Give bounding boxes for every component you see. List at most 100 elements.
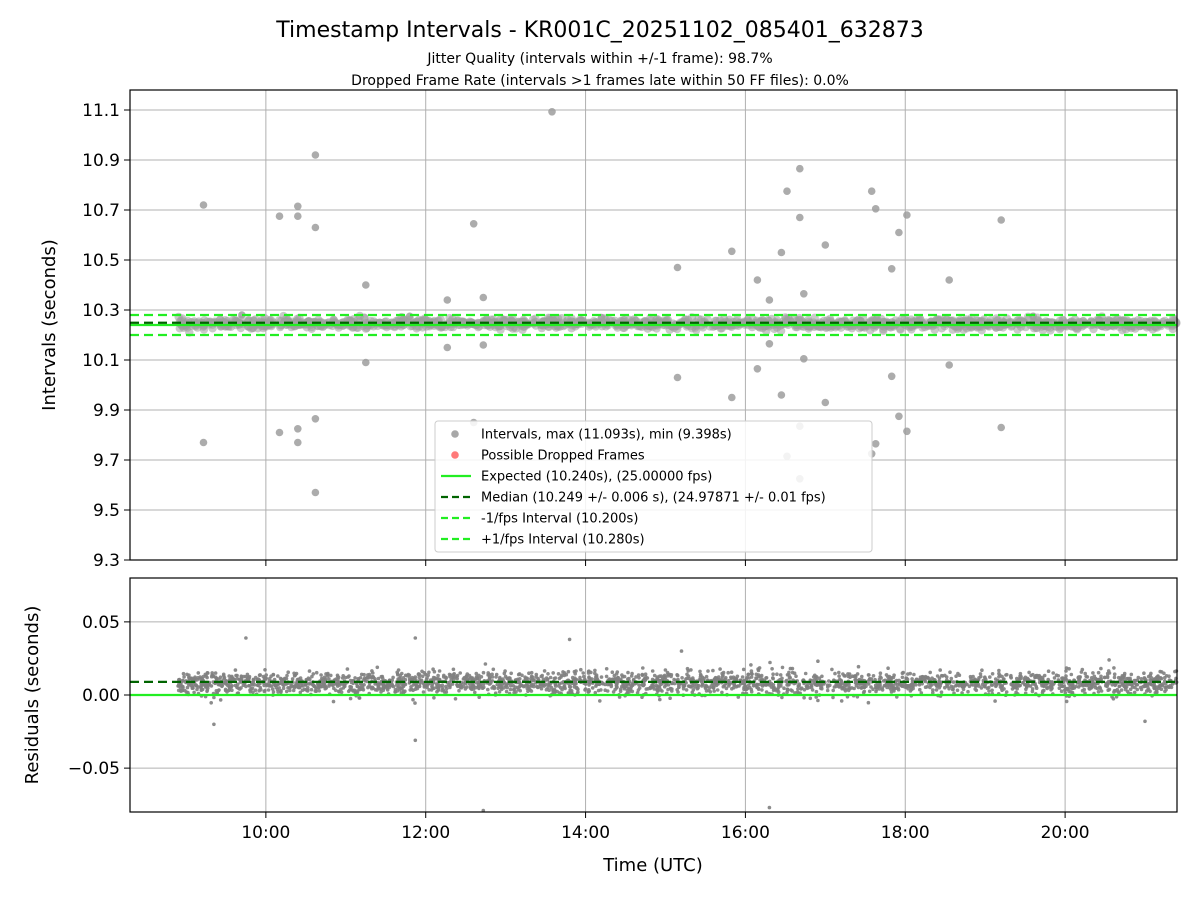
residual-point <box>802 688 807 692</box>
residual-point <box>230 675 234 680</box>
residual-point <box>1141 684 1145 689</box>
residual-point <box>617 695 622 699</box>
residual-point <box>353 676 357 680</box>
residual-point <box>447 683 451 687</box>
residual-point <box>939 690 944 694</box>
residual-point <box>866 673 871 677</box>
residual-point <box>884 682 889 686</box>
residual-point <box>557 684 561 688</box>
residual-point <box>196 685 200 689</box>
residual-point <box>682 683 686 687</box>
residual-point <box>641 666 645 670</box>
residual-point <box>1112 672 1117 676</box>
residual-point <box>267 676 272 681</box>
residual-point <box>1149 671 1153 676</box>
residual-point <box>348 678 353 683</box>
residual-point <box>605 689 610 693</box>
residual-point <box>490 672 494 677</box>
residual-point <box>491 667 496 672</box>
residual-point <box>1069 672 1074 677</box>
residual-point <box>1017 684 1021 688</box>
interval-point <box>479 293 488 302</box>
residual-point <box>190 686 195 690</box>
interval-point <box>800 355 808 363</box>
residual-point <box>544 687 549 692</box>
residual-point <box>771 672 775 676</box>
residual-point <box>599 675 604 679</box>
legend-box <box>434 420 873 553</box>
residual-point <box>417 684 422 689</box>
residual-point <box>982 684 987 689</box>
residual-point <box>917 683 922 687</box>
residual-point <box>1112 688 1117 693</box>
residual-point <box>436 683 440 688</box>
residual-point <box>293 673 298 677</box>
residual-point <box>192 690 196 695</box>
residual-point <box>729 675 733 680</box>
residual-point <box>307 669 312 673</box>
residual-point <box>792 671 797 675</box>
residual-point <box>1009 682 1013 687</box>
residual-point <box>245 672 250 677</box>
residual-point <box>622 674 627 679</box>
residual-point <box>709 684 713 688</box>
residual-point <box>749 669 754 673</box>
residual-point <box>464 674 469 678</box>
residual-point <box>837 674 841 678</box>
residual-point <box>427 688 431 692</box>
interval-point <box>765 340 774 348</box>
residual-point <box>463 687 468 691</box>
residual-point <box>655 675 660 679</box>
residual-point <box>1095 686 1100 691</box>
residual-point <box>1105 682 1110 687</box>
residual-point <box>812 678 817 683</box>
residual-point <box>422 684 427 688</box>
residual-point <box>236 682 240 686</box>
residual-point <box>631 682 635 687</box>
residual-point <box>976 682 980 686</box>
residual-point <box>978 672 983 676</box>
residual-point <box>1015 687 1019 691</box>
residual-point <box>494 675 498 679</box>
residual-point <box>400 671 404 676</box>
residual-point <box>1118 678 1122 683</box>
residual-point <box>579 667 583 672</box>
residual-point <box>817 676 822 680</box>
residual-point <box>477 695 482 699</box>
residual-point <box>474 671 479 676</box>
residual-point <box>718 667 722 671</box>
residual-point <box>626 687 631 691</box>
residual-point <box>444 676 448 681</box>
residual-point <box>856 664 861 669</box>
residual-point <box>341 674 346 678</box>
residual-point <box>508 687 513 692</box>
residual-point <box>908 671 912 676</box>
residual-point <box>830 667 834 672</box>
residual-point <box>487 672 492 677</box>
residual-point <box>974 688 979 693</box>
residual-point <box>998 685 1003 689</box>
residual-point <box>785 687 790 691</box>
residual-point <box>309 687 314 692</box>
residual-point <box>850 674 855 678</box>
residual-point <box>1001 677 1006 682</box>
x-axis-label: Time (UTC) <box>602 855 703 876</box>
residual-point <box>284 689 289 694</box>
residual-point <box>486 687 490 692</box>
interval-point <box>753 365 762 373</box>
residual-point <box>233 668 238 672</box>
residual-point <box>878 671 883 675</box>
residual-point <box>272 677 277 682</box>
residual-point <box>945 684 950 689</box>
interval-point <box>362 358 370 367</box>
residual-point <box>360 687 365 691</box>
intervals-axes-frame <box>129 89 1178 561</box>
residual-point <box>789 688 793 692</box>
residual-point <box>210 673 214 677</box>
residual-point <box>263 668 267 672</box>
legend-label: Median (10.249 +/- 0.006 s), (24.97871 +… <box>481 491 826 506</box>
residual-point <box>239 674 244 678</box>
residual-point <box>1063 676 1068 681</box>
residual-point <box>371 671 375 675</box>
residual-point <box>685 676 689 680</box>
